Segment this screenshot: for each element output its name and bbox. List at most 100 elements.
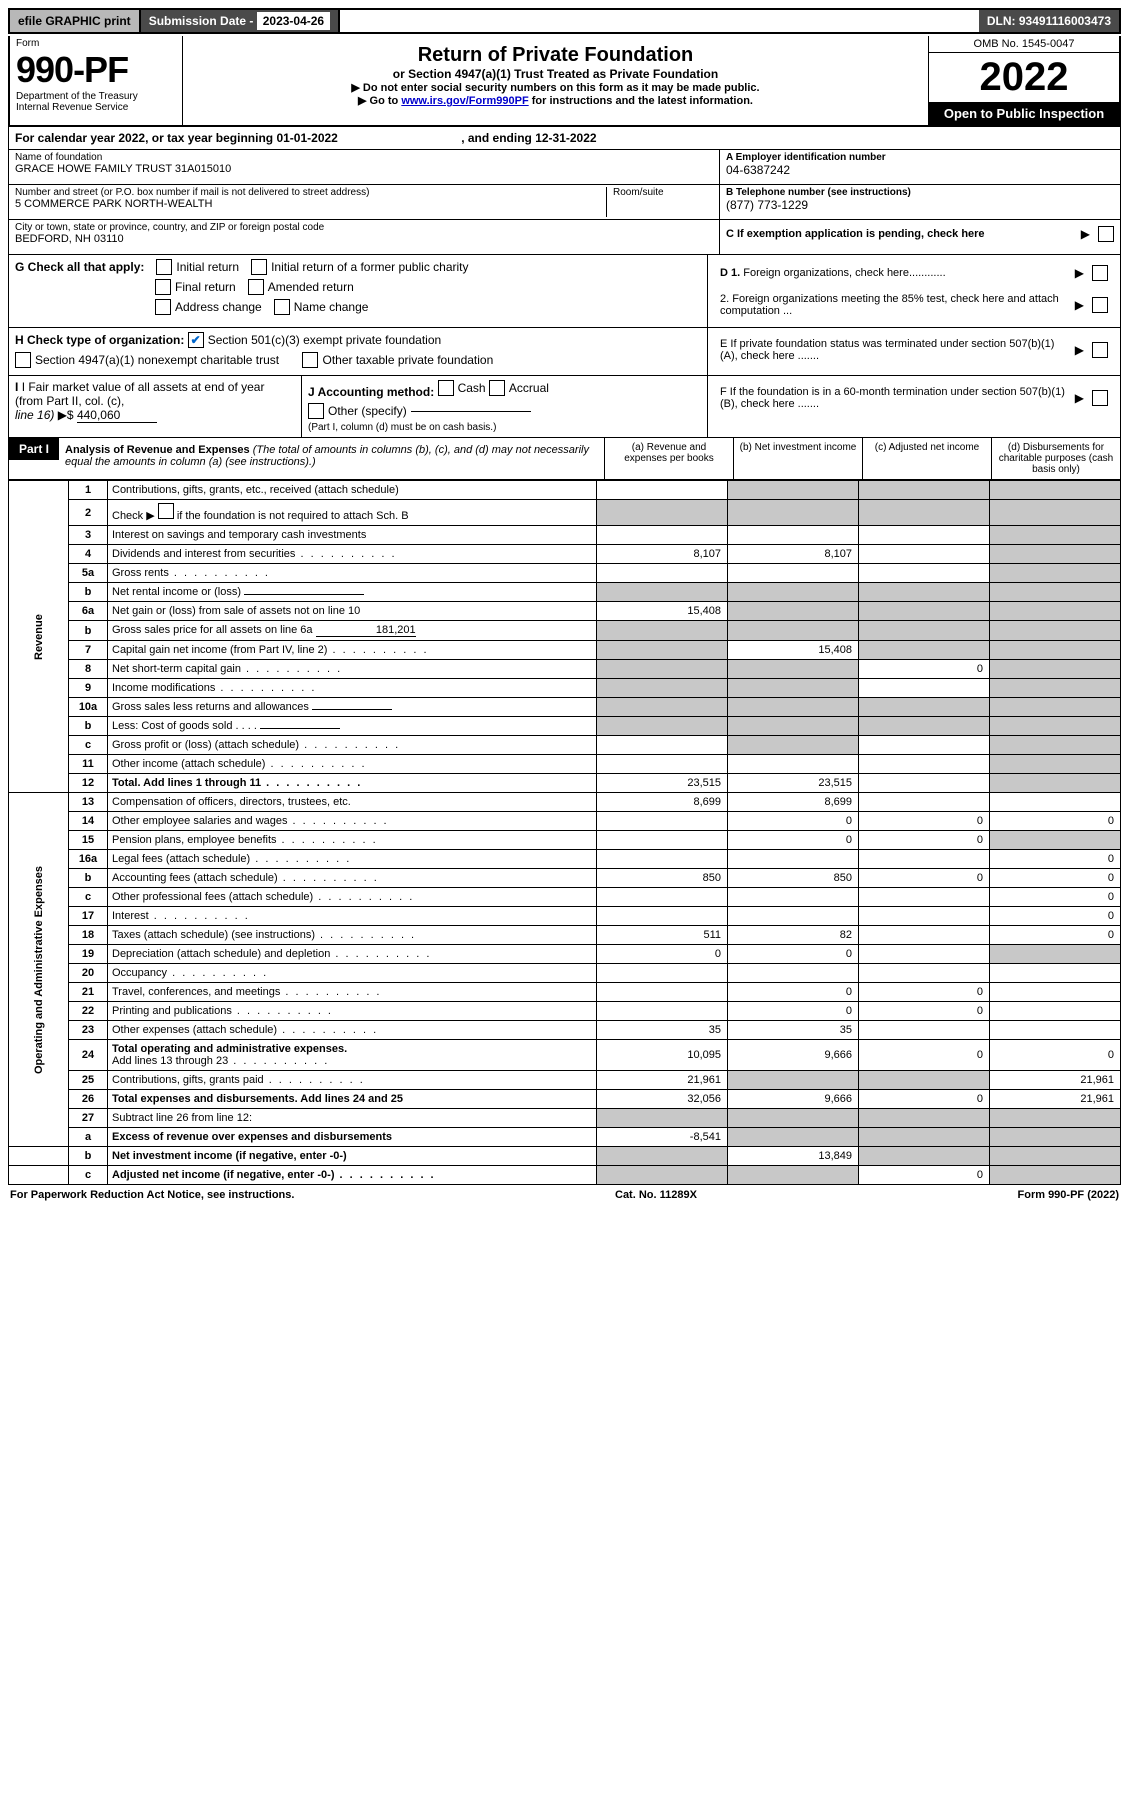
table-row: 22Printing and publications00 bbox=[9, 1002, 1121, 1021]
part1-label: Part I bbox=[9, 438, 59, 460]
g-initial-checkbox[interactable] bbox=[156, 259, 172, 275]
form-title: Return of Private Foundation bbox=[187, 44, 924, 67]
h-other-checkbox[interactable] bbox=[302, 352, 318, 368]
table-row: aExcess of revenue over expenses and dis… bbox=[9, 1128, 1121, 1147]
i-label: I I Fair market value of all assets at e… bbox=[15, 380, 295, 408]
schb-checkbox[interactable] bbox=[158, 503, 174, 519]
table-row: bGross sales price for all assets on lin… bbox=[9, 621, 1121, 641]
city-label: City or town, state or province, country… bbox=[15, 222, 713, 233]
subdate-label: Submission Date - 2023-04-26 bbox=[141, 10, 340, 32]
calendar-year-row: For calendar year 2022, or tax year begi… bbox=[8, 127, 1121, 150]
e-label: E If private foundation status was termi… bbox=[720, 338, 1067, 362]
d2-checkbox[interactable] bbox=[1092, 297, 1108, 313]
footer-right: Form 990-PF (2022) bbox=[1018, 1189, 1120, 1201]
j-cash-checkbox[interactable] bbox=[438, 380, 454, 396]
table-row: 20Occupancy bbox=[9, 964, 1121, 983]
g-amended-checkbox[interactable] bbox=[248, 279, 264, 295]
c-label: C If exemption application is pending, c… bbox=[726, 228, 1073, 240]
main-table: Revenue 1Contributions, gifts, grants, e… bbox=[8, 480, 1121, 1185]
table-row: 6aNet gain or (loss) from sale of assets… bbox=[9, 602, 1121, 621]
open-public: Open to Public Inspection bbox=[929, 102, 1119, 125]
irs: Internal Revenue Service bbox=[16, 102, 176, 113]
h-4947-checkbox[interactable] bbox=[15, 352, 31, 368]
row-i-j-f: I I Fair market value of all assets at e… bbox=[8, 376, 1121, 438]
c-checkbox[interactable] bbox=[1098, 226, 1114, 242]
table-row: 15Pension plans, employee benefits00 bbox=[9, 831, 1121, 850]
operating-side-label: Operating and Administrative Expenses bbox=[9, 793, 69, 1147]
g-label: G Check all that apply: bbox=[15, 260, 144, 274]
table-row: Operating and Administrative Expenses 13… bbox=[9, 793, 1121, 812]
table-row: 11Other income (attach schedule) bbox=[9, 755, 1121, 774]
form-label: Form bbox=[16, 38, 176, 49]
d1-label: D 1. D 1. Foreign organizations, check h… bbox=[720, 267, 1067, 279]
table-row: Revenue 1Contributions, gifts, grants, e… bbox=[9, 481, 1121, 500]
e-checkbox[interactable] bbox=[1092, 342, 1108, 358]
row-h-e: H Check type of organization: Section 50… bbox=[8, 328, 1121, 376]
dln: DLN: 93491116003473 bbox=[979, 10, 1119, 32]
f-label: F If the foundation is in a 60-month ter… bbox=[720, 386, 1067, 410]
footer-left: For Paperwork Reduction Act Notice, see … bbox=[10, 1189, 294, 1201]
warn1: Do not enter social security numbers on … bbox=[187, 81, 924, 94]
table-row: cAdjusted net income (if negative, enter… bbox=[9, 1166, 1121, 1185]
table-row: 8Net short-term capital gain0 bbox=[9, 660, 1121, 679]
table-row: bAccounting fees (attach schedule)850850… bbox=[9, 869, 1121, 888]
revenue-side-label: Revenue bbox=[9, 481, 69, 793]
j-label: J Accounting method: bbox=[308, 385, 434, 399]
col-c-head: (c) Adjusted net income bbox=[862, 438, 991, 479]
info-grid: Name of foundation GRACE HOWE FAMILY TRU… bbox=[8, 150, 1121, 255]
efile-label[interactable]: efile GRAPHIC print bbox=[10, 10, 141, 32]
table-row: 26Total expenses and disbursements. Add … bbox=[9, 1090, 1121, 1109]
h-label: H Check type of organization: bbox=[15, 333, 184, 347]
g-address-checkbox[interactable] bbox=[155, 299, 171, 315]
phone-label: B Telephone number (see instructions) bbox=[726, 187, 1114, 198]
j-other-checkbox[interactable] bbox=[308, 403, 324, 419]
table-row: bNet rental income or (loss) bbox=[9, 583, 1121, 602]
top-bar: efile GRAPHIC print Submission Date - 20… bbox=[8, 8, 1121, 34]
table-row: 3Interest on savings and temporary cash … bbox=[9, 526, 1121, 545]
table-row: 25Contributions, gifts, grants paid21,96… bbox=[9, 1071, 1121, 1090]
g-final-checkbox[interactable] bbox=[155, 279, 171, 295]
col-b-head: (b) Net investment income bbox=[733, 438, 862, 479]
street-address: 5 COMMERCE PARK NORTH-WEALTH bbox=[15, 198, 606, 210]
table-row: 18Taxes (attach schedule) (see instructi… bbox=[9, 926, 1121, 945]
ein: 04-6387242 bbox=[726, 163, 1114, 177]
col-d-head: (d) Disbursements for charitable purpose… bbox=[991, 438, 1120, 479]
table-row: 12Total. Add lines 1 through 1123,51523,… bbox=[9, 774, 1121, 793]
room-label: Room/suite bbox=[613, 187, 713, 198]
footer: For Paperwork Reduction Act Notice, see … bbox=[8, 1185, 1121, 1205]
irs-link[interactable]: www.irs.gov/Form990PF bbox=[401, 95, 528, 107]
ein-label: A Employer identification number bbox=[726, 152, 1114, 163]
table-row: 19Depreciation (attach schedule) and dep… bbox=[9, 945, 1121, 964]
footer-mid: Cat. No. 11289X bbox=[615, 1189, 697, 1201]
table-row: 10aGross sales less returns and allowanc… bbox=[9, 698, 1121, 717]
part1-header-row: Part I Analysis of Revenue and Expenses … bbox=[8, 438, 1121, 480]
table-row: 23Other expenses (attach schedule)3535 bbox=[9, 1021, 1121, 1040]
table-row: 2Check ▶ if the foundation is not requir… bbox=[9, 500, 1121, 526]
table-row: bNet investment income (if negative, ent… bbox=[9, 1147, 1121, 1166]
table-row: 9Income modifications bbox=[9, 679, 1121, 698]
table-row: cOther professional fees (attach schedul… bbox=[9, 888, 1121, 907]
table-row: 4Dividends and interest from securities8… bbox=[9, 545, 1121, 564]
j-accrual-checkbox[interactable] bbox=[489, 380, 505, 396]
d1-checkbox[interactable] bbox=[1092, 265, 1108, 281]
h-501c3-checkbox[interactable] bbox=[188, 332, 204, 348]
dept: Department of the Treasury bbox=[16, 91, 176, 102]
part1-title: Analysis of Revenue and Expenses bbox=[65, 444, 250, 456]
name-label: Name of foundation bbox=[15, 152, 713, 163]
f-checkbox[interactable] bbox=[1092, 390, 1108, 406]
g-initial-former-checkbox[interactable] bbox=[251, 259, 267, 275]
form-number: 990-PF bbox=[16, 49, 176, 91]
omb: OMB No. 1545-0047 bbox=[929, 36, 1119, 53]
table-row: 5aGross rents bbox=[9, 564, 1121, 583]
table-row: 16aLegal fees (attach schedule)0 bbox=[9, 850, 1121, 869]
table-row: 17Interest0 bbox=[9, 907, 1121, 926]
foundation-name: GRACE HOWE FAMILY TRUST 31A015010 bbox=[15, 163, 713, 175]
g-name-checkbox[interactable] bbox=[274, 299, 290, 315]
table-row: 21Travel, conferences, and meetings00 bbox=[9, 983, 1121, 1002]
row-g-d: G Check all that apply: Initial return I… bbox=[8, 255, 1121, 328]
table-row: 7Capital gain net income (from Part IV, … bbox=[9, 641, 1121, 660]
table-row: 14Other employee salaries and wages000 bbox=[9, 812, 1121, 831]
fmv-value: 440,060 bbox=[77, 408, 157, 423]
table-row: 27Subtract line 26 from line 12: bbox=[9, 1109, 1121, 1128]
j-note: (Part I, column (d) must be on cash basi… bbox=[308, 422, 701, 433]
